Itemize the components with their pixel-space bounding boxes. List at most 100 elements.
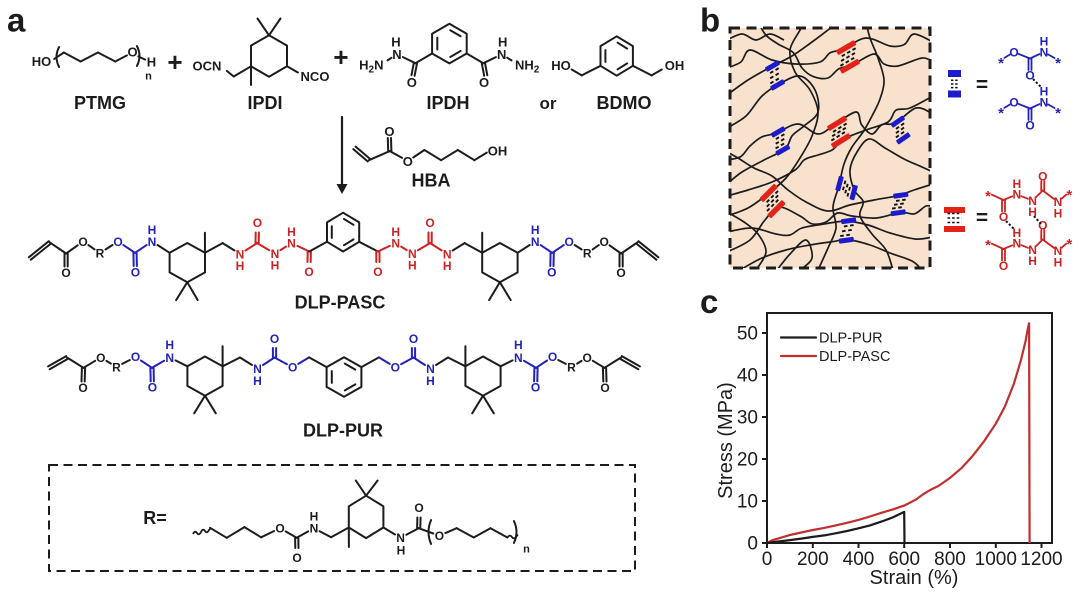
svg-text:N: N	[236, 247, 245, 261]
svg-text:O: O	[1009, 95, 1018, 109]
svg-text:O: O	[78, 235, 87, 249]
svg-text:N: N	[497, 47, 506, 62]
svg-text:N: N	[1028, 194, 1037, 208]
svg-text:N: N	[443, 247, 452, 261]
svg-text:N: N	[1054, 195, 1063, 209]
svg-text:N: N	[148, 235, 157, 249]
svg-text:a: a	[7, 2, 26, 39]
svg-text:*: *	[1066, 187, 1072, 204]
svg-text:O: O	[270, 332, 279, 346]
svg-text:O: O	[425, 216, 434, 230]
svg-text:N: N	[531, 235, 540, 249]
svg-text:*: *	[1055, 55, 1061, 72]
svg-text:H: H	[1028, 205, 1037, 219]
svg-text:H: H	[236, 259, 245, 273]
svg-text:1000: 1000	[975, 549, 1017, 570]
svg-text:O: O	[409, 332, 418, 346]
svg-text:O: O	[391, 361, 400, 375]
svg-text:O: O	[403, 154, 413, 169]
svg-text:H: H	[148, 223, 157, 237]
svg-text:=: =	[976, 207, 988, 230]
svg-text:H: H	[498, 35, 507, 50]
svg-text:HO: HO	[32, 54, 52, 69]
svg-text:50: 50	[737, 324, 758, 345]
svg-text:H: H	[147, 55, 156, 70]
svg-text:O: O	[999, 259, 1008, 273]
svg-text:H: H	[1040, 34, 1049, 48]
svg-text:O: O	[373, 265, 382, 279]
svg-text:O: O	[548, 350, 557, 364]
svg-text:O: O	[1038, 169, 1047, 183]
svg-text:N: N	[253, 362, 262, 376]
svg-text:*: *	[985, 188, 991, 205]
svg-text:O: O	[304, 265, 313, 279]
svg-text:O: O	[253, 216, 262, 230]
svg-text:N: N	[396, 531, 405, 545]
svg-text:N: N	[165, 351, 174, 365]
svg-text:DLP-PUR: DLP-PUR	[303, 421, 383, 441]
svg-text:0: 0	[747, 534, 758, 555]
svg-text:+: +	[333, 42, 348, 72]
svg-text:O: O	[435, 529, 444, 543]
svg-text:400: 400	[843, 549, 875, 570]
svg-text:O: O	[600, 381, 609, 395]
svg-text:R: R	[112, 360, 121, 374]
svg-text:N: N	[1040, 45, 1049, 59]
svg-text:800: 800	[934, 549, 966, 570]
svg-text:R: R	[96, 246, 105, 260]
svg-text:b: b	[700, 1, 720, 38]
svg-text:H: H	[271, 258, 280, 272]
svg-text:or: or	[540, 94, 557, 113]
svg-text:H: H	[426, 374, 435, 388]
svg-text:O: O	[600, 235, 609, 249]
svg-text:O: O	[1038, 218, 1047, 232]
svg-text:N: N	[1028, 243, 1037, 257]
svg-text:O: O	[547, 265, 556, 279]
svg-text:H: H	[408, 258, 417, 272]
svg-text:O: O	[275, 522, 284, 536]
svg-text:20: 20	[737, 450, 758, 471]
svg-text:O: O	[96, 351, 105, 365]
svg-text:R=: R=	[143, 508, 167, 528]
svg-text:O: O	[148, 381, 157, 395]
svg-text:O: O	[1009, 45, 1018, 59]
svg-text:O: O	[1025, 68, 1034, 82]
svg-text:*: *	[998, 55, 1004, 72]
svg-text:+: +	[167, 47, 182, 77]
svg-text:*: *	[985, 237, 991, 254]
svg-text:O: O	[131, 265, 140, 279]
svg-text:H: H	[391, 35, 400, 50]
svg-text:OH: OH	[488, 143, 508, 158]
svg-text:0: 0	[762, 549, 773, 570]
svg-text:R: R	[583, 246, 592, 260]
svg-text:1200: 1200	[1020, 549, 1062, 570]
svg-text:O: O	[61, 266, 70, 280]
svg-text:H2N: H2N	[359, 57, 383, 75]
svg-text:*: *	[1066, 236, 1072, 253]
svg-text:HBA: HBA	[412, 171, 451, 191]
svg-text:O: O	[479, 75, 489, 90]
svg-text:IPDH: IPDH	[426, 93, 469, 113]
svg-text:H: H	[1040, 84, 1049, 98]
svg-text:IPDI: IPDI	[247, 93, 282, 113]
svg-text:BDMO: BDMO	[597, 93, 652, 113]
svg-text:H: H	[514, 338, 523, 352]
svg-text:N: N	[1012, 237, 1021, 251]
svg-text:*: *	[1055, 105, 1061, 122]
svg-text:N: N	[392, 47, 401, 62]
svg-text:*: *	[998, 105, 1004, 122]
svg-text:R: R	[567, 360, 576, 374]
svg-text:O: O	[1025, 118, 1034, 132]
svg-text:40: 40	[737, 366, 758, 387]
svg-text:Stress (MPa): Stress (MPa)	[715, 382, 737, 499]
svg-text:DLP-PASC: DLP-PASC	[819, 349, 890, 365]
svg-text:O: O	[292, 551, 301, 565]
svg-text:H: H	[287, 225, 296, 239]
svg-text:H: H	[1028, 254, 1037, 268]
svg-text:30: 30	[737, 408, 758, 429]
svg-text:H: H	[253, 374, 262, 388]
svg-text:H: H	[531, 223, 540, 237]
svg-text:N: N	[310, 522, 319, 536]
svg-text:H: H	[391, 225, 400, 239]
svg-text:PTMG: PTMG	[74, 93, 126, 113]
